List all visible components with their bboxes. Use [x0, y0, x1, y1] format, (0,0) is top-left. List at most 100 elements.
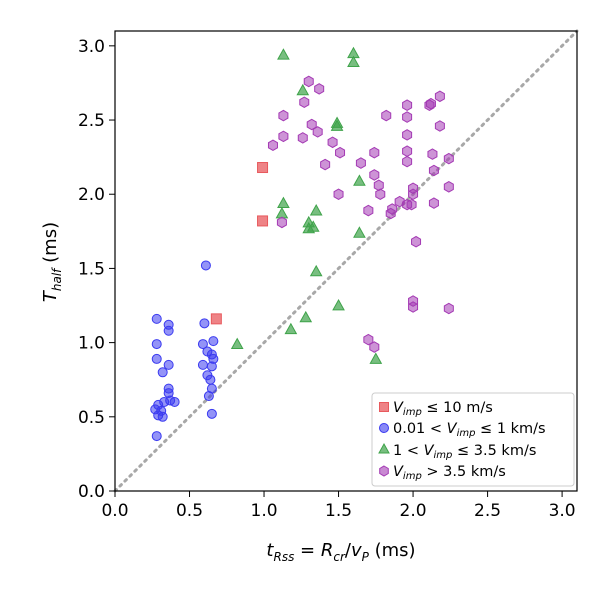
- y-tick-label: 0.5: [78, 408, 105, 428]
- data-point-circle: [208, 336, 219, 347]
- data-point-square: [257, 162, 269, 174]
- data-point-circle: [151, 431, 162, 442]
- legend-label-slow: Vimp ≤ 10 m/s: [393, 400, 493, 418]
- data-point-circle: [197, 339, 208, 350]
- series-3: [267, 75, 454, 353]
- data-point-hexagon: [306, 118, 317, 131]
- data-point-circle: [203, 391, 214, 402]
- data-point-hexagon: [303, 75, 314, 88]
- legend-label-medium: 0.01 < Vimp ≤ 1 km/s: [393, 421, 546, 439]
- data-point-triangle: [347, 55, 360, 68]
- legend-entry-slow: Vimp ≤ 10 m/s: [379, 400, 493, 418]
- data-point-hexagon: [369, 169, 380, 181]
- data-point-hexagon: [369, 341, 380, 353]
- data-point-circle: [169, 396, 180, 407]
- data-points-layer: [150, 46, 454, 442]
- data-point-triangle: [299, 310, 313, 323]
- data-point-circle: [157, 411, 168, 422]
- data-point-triangle: [284, 322, 298, 335]
- data-point-triangle: [309, 264, 323, 277]
- data-point-circle: [151, 313, 162, 324]
- legend-marker-hexagon: [379, 465, 389, 477]
- data-point-circle: [163, 325, 174, 336]
- data-point-triangle: [309, 204, 323, 216]
- data-point-circle: [163, 359, 174, 370]
- data-point-hexagon: [297, 132, 308, 144]
- data-point-circle: [197, 359, 208, 370]
- x-axis-title: tRss = Rcr/vP (ms): [266, 540, 415, 564]
- y-tick-label: 1.0: [78, 334, 105, 354]
- axes-layer: [114, 30, 578, 492]
- data-point-hexagon: [443, 302, 454, 315]
- data-point-triangle: [332, 298, 345, 311]
- data-point-triangle: [353, 174, 366, 186]
- data-point-hexagon: [299, 96, 310, 109]
- data-point-circle: [199, 318, 210, 329]
- data-point-hexagon: [267, 139, 278, 152]
- data-point-square: [210, 313, 222, 325]
- x-tick-label: 1.0: [251, 501, 278, 521]
- legend: Vimp ≤ 10 m/s 0.01 < Vimp ≤ 1 km/s 1 < V…: [371, 392, 575, 487]
- data-point-hexagon: [314, 83, 325, 95]
- data-point-triangle: [369, 352, 383, 364]
- data-point-triangle: [296, 83, 310, 96]
- y-tick-label: 2.0: [78, 185, 105, 205]
- x-tick-label: 3.0: [549, 501, 576, 521]
- y-tick-label: 2.5: [78, 111, 105, 131]
- x-tick-label: 0.0: [101, 501, 128, 521]
- data-point-hexagon: [276, 216, 287, 229]
- data-point-hexagon: [427, 148, 438, 160]
- data-point-hexagon: [425, 97, 436, 110]
- data-point-hexagon: [333, 188, 344, 201]
- data-point-hexagon: [369, 146, 380, 159]
- data-point-hexagon: [278, 130, 289, 143]
- legend-box: [371, 392, 575, 487]
- data-point-hexagon: [387, 203, 398, 215]
- x-tick-label: 2.0: [400, 501, 427, 521]
- data-point-circle: [151, 353, 162, 364]
- data-point-circle: [206, 408, 217, 419]
- data-point-hexagon: [434, 120, 445, 132]
- x-tick-label: 1.5: [325, 501, 352, 521]
- data-point-hexagon: [408, 301, 419, 313]
- y-tick-label: 0.0: [78, 482, 105, 502]
- data-point-circle: [200, 260, 211, 271]
- legend-label-hyper: Vimp > 3.5 km/s: [393, 464, 506, 482]
- data-point-triangle: [277, 196, 290, 209]
- data-point-hexagon: [443, 152, 454, 165]
- data-point-hexagon: [428, 197, 439, 209]
- data-point-hexagon: [402, 111, 413, 123]
- x-tick-label: 2.5: [474, 501, 501, 521]
- data-point-triangle: [353, 226, 366, 238]
- data-point-hexagon: [373, 179, 384, 192]
- data-point-triangle: [330, 119, 344, 131]
- legend-entry-medium: 0.01 < Vimp ≤ 1 km/s: [379, 421, 546, 439]
- data-point-hexagon: [320, 158, 331, 171]
- legend-entry-fast: 1 < Vimp ≤ 3.5 km/s: [378, 442, 536, 461]
- data-point-hexagon: [363, 204, 374, 217]
- data-point-hexagon: [402, 145, 413, 157]
- legend-marker-triangle: [378, 442, 390, 454]
- y-tick-label: 1.5: [78, 259, 105, 279]
- data-point-hexagon: [381, 109, 392, 122]
- series-1: [150, 260, 219, 442]
- data-point-hexagon: [312, 126, 323, 138]
- data-point-triangle: [275, 206, 289, 219]
- data-point-triangle: [230, 337, 244, 349]
- legend-entry-hyper: Vimp > 3.5 km/s: [379, 464, 506, 482]
- data-point-hexagon: [278, 109, 289, 122]
- series-2: [230, 46, 383, 364]
- data-point-hexagon: [335, 146, 346, 159]
- data-point-hexagon: [363, 333, 374, 346]
- data-point-hexagon: [443, 181, 454, 193]
- data-point-circle: [157, 367, 168, 378]
- data-point-hexagon: [402, 129, 413, 141]
- data-point-hexagon: [394, 195, 405, 208]
- y-axis-title: Thalf (ms): [40, 222, 64, 302]
- data-point-triangle: [302, 221, 316, 234]
- data-point-hexagon: [327, 136, 338, 149]
- y-tick-label: 3.0: [78, 37, 105, 57]
- data-point-square: [257, 215, 269, 227]
- data-point-hexagon: [411, 235, 422, 248]
